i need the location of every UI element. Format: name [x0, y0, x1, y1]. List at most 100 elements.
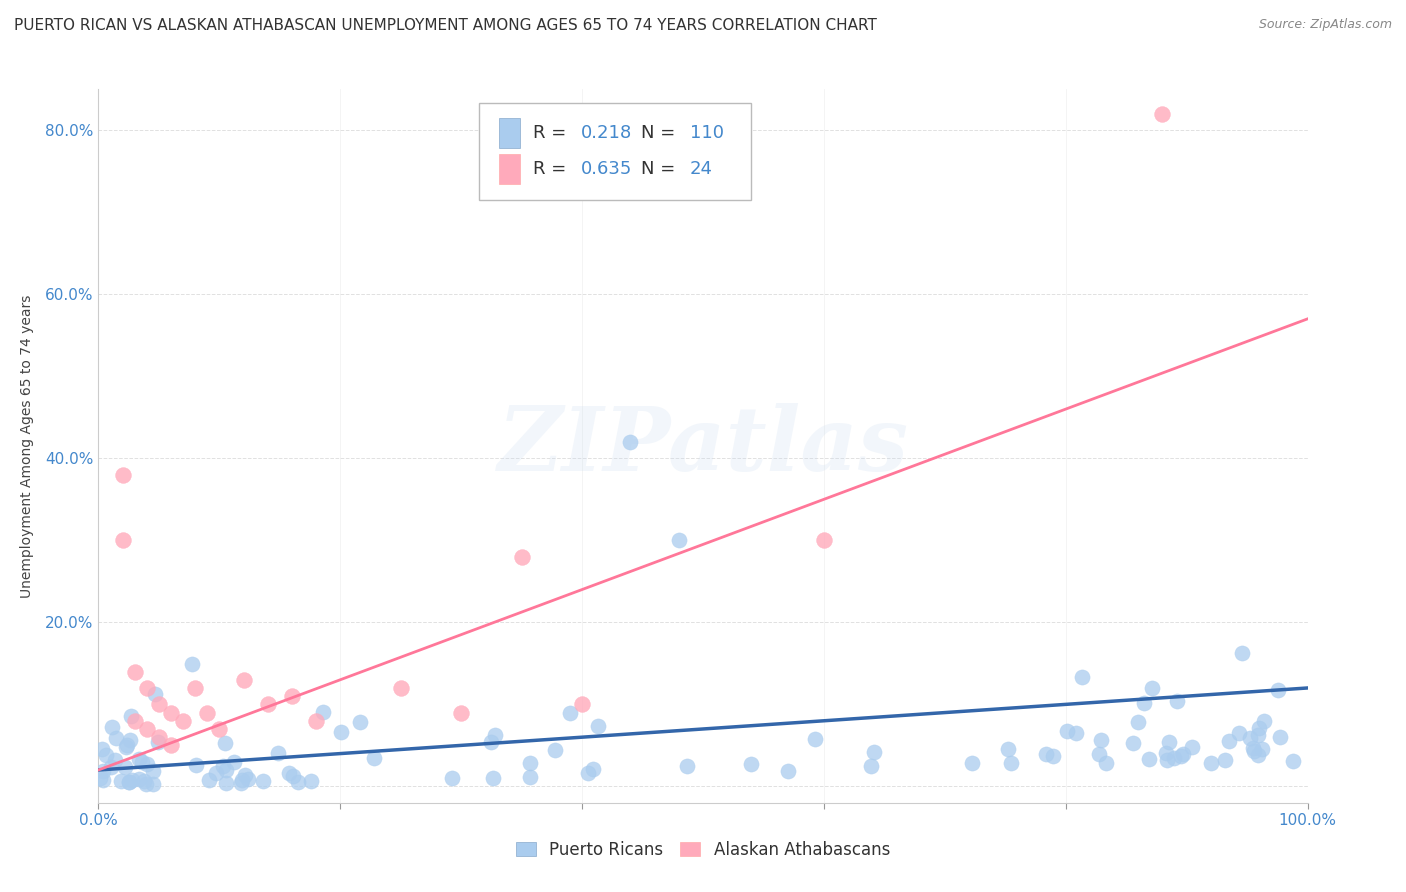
- Point: [519, 756, 541, 770]
- Point: [1170, 749, 1192, 764]
- Point: [256, 698, 278, 712]
- Point: [582, 762, 605, 776]
- Point: [1128, 714, 1150, 729]
- Point: [1140, 681, 1163, 696]
- Point: [1282, 754, 1305, 768]
- FancyBboxPatch shape: [479, 103, 751, 200]
- Point: [135, 722, 157, 736]
- Point: [329, 725, 352, 739]
- Point: [1166, 694, 1188, 708]
- Point: [1199, 756, 1222, 770]
- Point: [281, 689, 304, 703]
- Point: [222, 755, 245, 769]
- Point: [101, 720, 124, 734]
- Point: [111, 533, 134, 548]
- Point: [1249, 722, 1271, 736]
- Text: N =: N =: [641, 161, 682, 178]
- Point: [1251, 742, 1274, 756]
- Point: [1173, 747, 1195, 761]
- Point: [232, 673, 254, 687]
- Point: [121, 773, 143, 788]
- Point: [135, 681, 157, 695]
- Point: [91, 741, 114, 756]
- Point: [1163, 751, 1185, 765]
- Point: [172, 714, 194, 728]
- Point: [1071, 670, 1094, 684]
- Point: [960, 756, 983, 771]
- Point: [484, 728, 506, 742]
- Point: [142, 764, 165, 778]
- Text: 110: 110: [690, 125, 724, 143]
- Text: Source: ZipAtlas.com: Source: ZipAtlas.com: [1258, 18, 1392, 31]
- Point: [778, 764, 800, 778]
- Point: [115, 738, 138, 752]
- Point: [1227, 725, 1250, 739]
- Point: [118, 775, 141, 789]
- Point: [1159, 735, 1181, 749]
- Point: [142, 777, 165, 791]
- Point: [804, 731, 827, 746]
- Point: [1154, 747, 1177, 761]
- Point: [479, 735, 502, 749]
- Point: [111, 467, 134, 482]
- Point: [215, 763, 238, 777]
- Point: [1243, 744, 1265, 758]
- Point: [1152, 107, 1174, 121]
- FancyBboxPatch shape: [499, 119, 520, 148]
- Point: [267, 747, 290, 761]
- Point: [586, 718, 609, 732]
- Point: [104, 753, 127, 767]
- Point: [859, 759, 882, 773]
- Point: [100, 760, 122, 774]
- Point: [450, 706, 472, 720]
- Point: [184, 681, 207, 695]
- Point: [235, 768, 257, 782]
- Point: [1156, 752, 1178, 766]
- Point: [482, 771, 505, 785]
- Point: [1064, 726, 1087, 740]
- Point: [215, 776, 238, 790]
- Point: [1056, 724, 1078, 739]
- Point: [863, 746, 886, 760]
- Point: [208, 722, 231, 736]
- Point: [560, 706, 582, 720]
- Point: [1094, 756, 1116, 771]
- Point: [283, 769, 305, 783]
- Point: [349, 714, 371, 729]
- Legend: Puerto Ricans, Alaskan Athabascans: Puerto Ricans, Alaskan Athabascans: [516, 840, 890, 859]
- Point: [91, 764, 114, 778]
- Point: [544, 742, 567, 756]
- Point: [519, 770, 541, 784]
- Point: [231, 772, 253, 787]
- Point: [1133, 697, 1156, 711]
- Text: N =: N =: [641, 125, 682, 143]
- Point: [143, 687, 166, 701]
- Point: [1239, 731, 1261, 745]
- Point: [1137, 752, 1160, 766]
- Point: [146, 735, 169, 749]
- Point: [1267, 683, 1289, 698]
- Point: [1253, 714, 1275, 728]
- Point: [997, 742, 1019, 756]
- Point: [1241, 741, 1264, 756]
- FancyBboxPatch shape: [499, 154, 520, 184]
- Point: [389, 681, 412, 695]
- Point: [135, 777, 157, 791]
- Point: [252, 774, 274, 789]
- Point: [1042, 748, 1064, 763]
- Text: 0.635: 0.635: [581, 161, 633, 178]
- Point: [114, 759, 136, 773]
- Point: [1247, 728, 1270, 742]
- Text: 24: 24: [690, 161, 713, 178]
- Point: [114, 739, 136, 754]
- Point: [236, 772, 259, 786]
- Point: [299, 773, 322, 788]
- Point: [668, 533, 690, 548]
- Point: [120, 732, 142, 747]
- Text: ZIPatlas: ZIPatlas: [498, 403, 908, 489]
- Point: [136, 757, 159, 772]
- Point: [1090, 732, 1112, 747]
- Point: [305, 714, 328, 728]
- Point: [287, 774, 309, 789]
- Point: [131, 756, 153, 770]
